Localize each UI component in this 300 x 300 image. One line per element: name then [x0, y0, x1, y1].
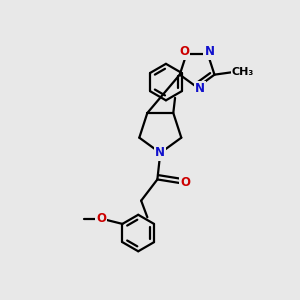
Text: N: N: [155, 146, 165, 159]
Text: N: N: [195, 82, 205, 95]
Text: N: N: [205, 45, 214, 58]
Text: O: O: [96, 212, 106, 225]
Text: O: O: [179, 45, 189, 58]
Text: CH₃: CH₃: [232, 67, 254, 77]
Text: O: O: [180, 176, 190, 190]
